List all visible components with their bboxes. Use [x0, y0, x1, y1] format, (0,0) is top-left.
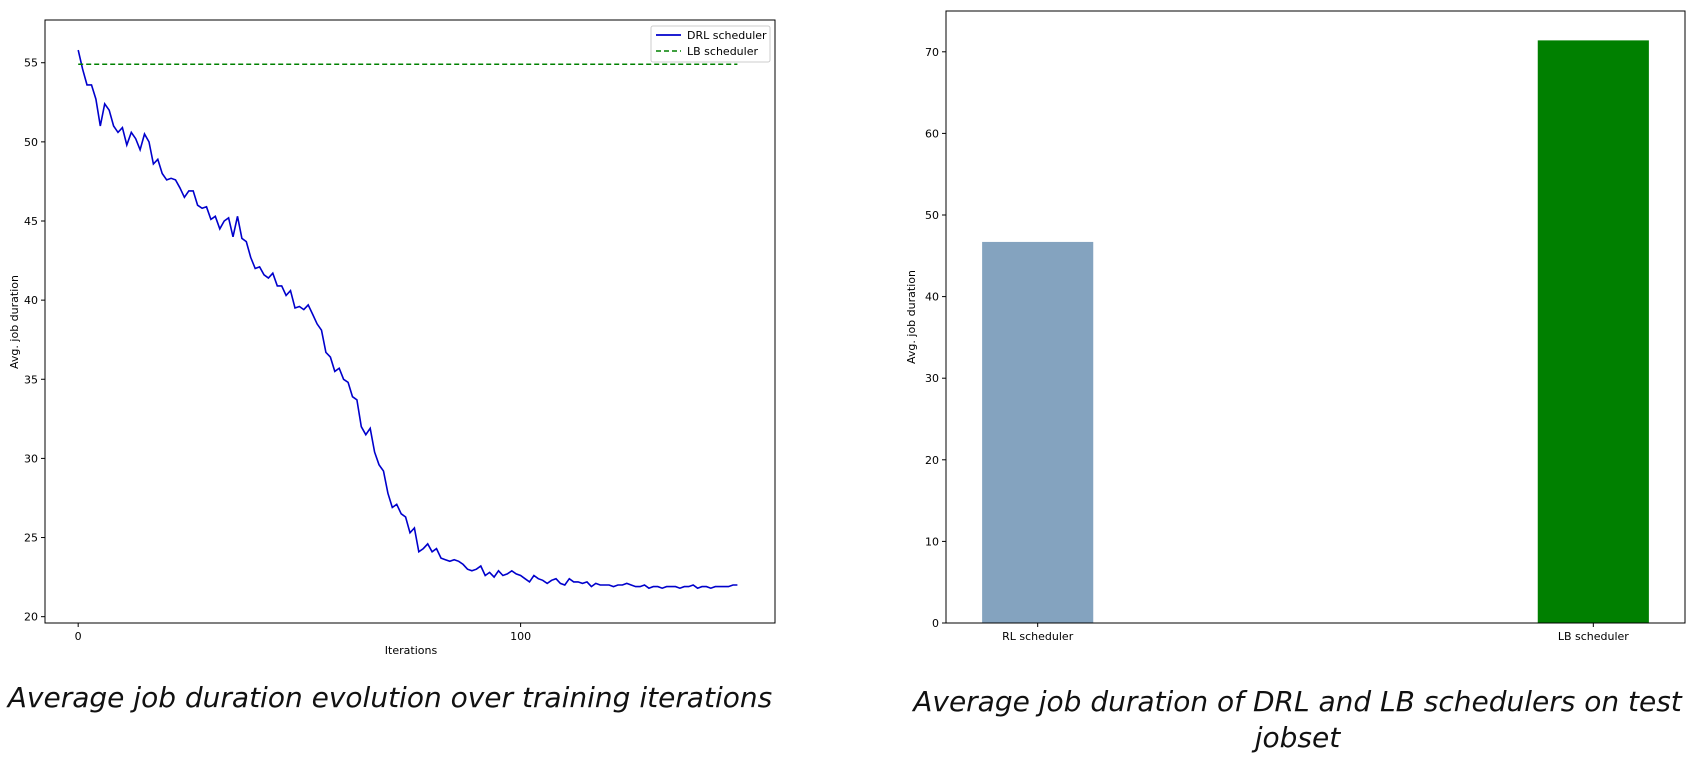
y-tick-label: 0: [932, 617, 939, 630]
line-chart-x-ticks: 0 100: [75, 623, 531, 643]
y-tick-label: 55: [24, 57, 38, 70]
line-chart-x-axis-label: Iterations: [385, 644, 438, 657]
x-tick-label: 100: [510, 630, 531, 643]
y-tick-label: 20: [925, 454, 939, 467]
bar-chart-caption: Average job duration of DRL and LB sched…: [913, 685, 1682, 754]
x-tick-label: 0: [75, 630, 82, 643]
bar-chart: 0 10 20 30 40 50 60 70 RL scheduler LB scheduler…: [905, 10, 1686, 643]
line-chart-frame: [44, 19, 776, 624]
series-drl-scheduler-line: [77, 49, 738, 590]
line-chart-y-axis-label: Avg. job duration: [8, 275, 21, 369]
y-tick-label: 30: [24, 452, 38, 465]
line-chart: 20 25 30 35 40 45 50 55 0 100 Iterations Avg. jo…: [8, 19, 776, 657]
legend-drl-scheduler-label: DRL scheduler: [687, 29, 767, 42]
legend-lb-scheduler-label: LB scheduler: [687, 45, 758, 58]
y-tick-label: 25: [24, 532, 38, 545]
x-tick-label: LB scheduler: [1558, 630, 1629, 643]
line-chart-legend: DRL scheduler LB scheduler: [650, 25, 771, 63]
y-tick-label: 50: [24, 136, 38, 149]
y-tick-label: 10: [925, 535, 939, 548]
bar-lb-scheduler: [1537, 40, 1649, 624]
y-tick-label: 40: [24, 294, 38, 307]
bar-chart-y-ticks: 0 10 20 30 40 50 60 70: [925, 46, 946, 630]
line-chart-y-ticks: 20 25 30 35 40 45 50 55: [24, 57, 45, 624]
line-chart-series: [77, 49, 738, 590]
bar-chart-bars: [982, 40, 1649, 624]
y-tick-label: 70: [925, 46, 939, 59]
y-tick-label: 40: [925, 291, 939, 304]
y-tick-label: 50: [925, 209, 939, 222]
x-tick-label: RL scheduler: [1002, 630, 1074, 643]
line-chart-caption: Average job duration evolution over trai…: [7, 681, 773, 714]
y-tick-label: 45: [24, 215, 38, 228]
bar-chart-x-ticks: RL scheduler LB scheduler: [1002, 623, 1629, 643]
y-tick-label: 60: [925, 127, 939, 140]
y-tick-label: 30: [925, 372, 939, 385]
y-tick-label: 20: [24, 611, 38, 624]
bar-chart-frame: [945, 10, 1686, 624]
bar-rl-scheduler: [982, 241, 1094, 624]
bar-chart-y-axis-label: Avg. job duration: [905, 270, 918, 364]
y-tick-label: 35: [24, 373, 38, 386]
